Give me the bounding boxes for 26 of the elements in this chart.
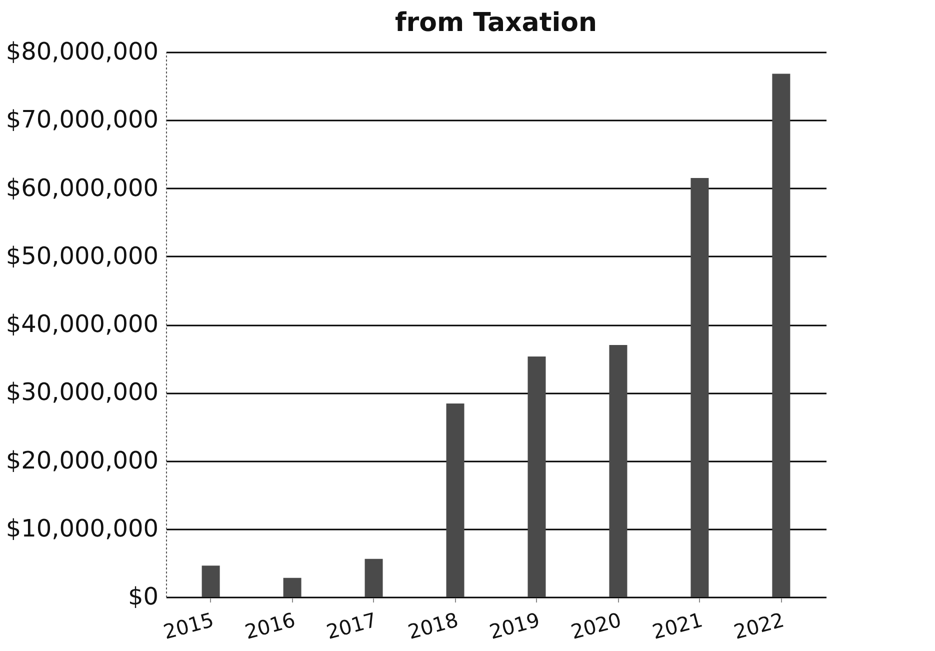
bar [528,356,546,597]
bar [690,178,709,597]
x-tick-label: 2018 [405,608,461,644]
y-tick-label: $20,000,000 [6,446,158,474]
y-tick-label: $10,000,000 [6,514,158,542]
y-tick-label: $30,000,000 [6,378,158,406]
y-tick-label: $80,000,000 [6,38,158,66]
bar [283,578,302,597]
x-tick-label: 2016 [242,608,298,644]
y-tick-label: $0 [128,582,158,610]
x-tick-label: 2021 [650,608,706,644]
x-tick-label: 2022 [731,608,787,644]
y-tick-label: $50,000,000 [6,242,158,270]
bar [446,404,464,597]
chart-title: from Taxation [394,8,598,38]
x-tick-label: 2017 [324,608,380,644]
x-tick-label: 2020 [568,608,624,644]
bar [202,566,220,597]
x-tick-label: 2019 [486,608,542,644]
y-tick-label: $40,000,000 [6,310,158,338]
y-tick-label: $60,000,000 [6,174,158,202]
bar [364,558,383,597]
bar [772,74,790,597]
bar [609,344,628,597]
x-tick-label: 2015 [160,608,216,644]
y-tick-label: $70,000,000 [6,106,158,134]
